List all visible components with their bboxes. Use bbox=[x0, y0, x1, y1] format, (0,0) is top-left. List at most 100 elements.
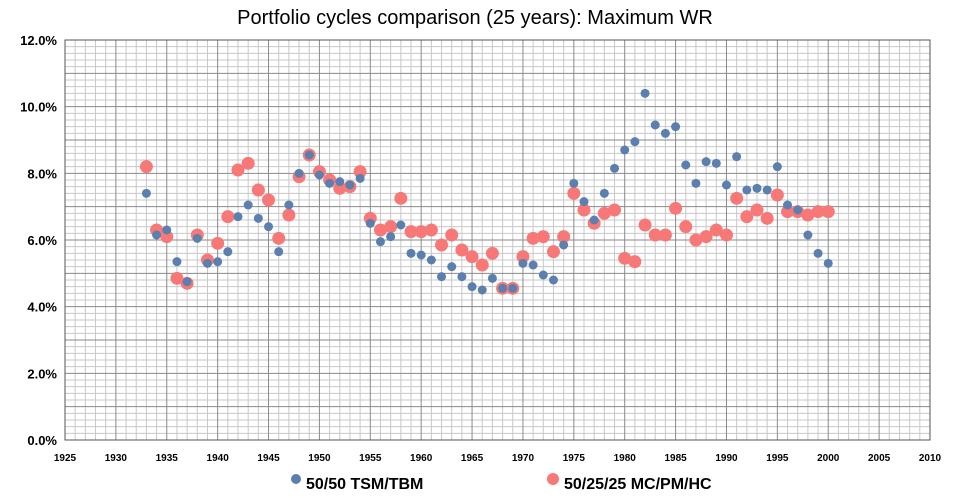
data-point bbox=[396, 220, 406, 230]
data-point bbox=[518, 258, 528, 268]
data-point bbox=[253, 213, 263, 223]
plot-area bbox=[64, 39, 931, 441]
data-point bbox=[447, 262, 457, 272]
data-point bbox=[567, 186, 581, 200]
y-axis-ticks: 0.0% 2.0% 4.0% 6.0% 8.0% 10.0% 12.0% bbox=[20, 33, 57, 448]
data-point bbox=[709, 223, 723, 237]
data-point bbox=[202, 258, 212, 268]
data-point bbox=[660, 128, 670, 138]
data-point bbox=[803, 230, 813, 240]
data-point bbox=[231, 163, 245, 177]
x-tick-label: 1965 bbox=[461, 453, 484, 464]
data-point bbox=[599, 188, 609, 198]
data-point bbox=[251, 183, 265, 197]
x-tick-label: 1960 bbox=[410, 453, 433, 464]
data-point bbox=[416, 250, 426, 260]
data-point bbox=[740, 210, 754, 224]
chart-title: Portfolio cycles comparison (25 years): … bbox=[237, 7, 713, 29]
x-tick-label: 1970 bbox=[512, 453, 535, 464]
data-point bbox=[732, 152, 742, 162]
data-point bbox=[141, 188, 151, 198]
data-point bbox=[373, 223, 387, 237]
data-point bbox=[426, 255, 436, 265]
data-point bbox=[284, 200, 294, 210]
data-point bbox=[770, 188, 784, 202]
data-point bbox=[699, 230, 713, 244]
data-point bbox=[424, 223, 438, 237]
data-point bbox=[597, 206, 611, 220]
x-tick-label: 1995 bbox=[766, 453, 789, 464]
x-tick-label: 1940 bbox=[207, 453, 230, 464]
data-point bbox=[528, 260, 538, 270]
data-point bbox=[546, 245, 560, 259]
x-tick-label: 1985 bbox=[664, 453, 687, 464]
y-tick-label: 0.0% bbox=[27, 433, 57, 448]
data-point bbox=[162, 225, 172, 235]
data-point bbox=[457, 272, 467, 282]
data-point bbox=[274, 247, 284, 257]
data-point bbox=[721, 180, 731, 190]
data-point bbox=[671, 122, 681, 132]
data-point bbox=[648, 228, 662, 242]
data-point bbox=[811, 205, 825, 219]
data-point bbox=[406, 248, 416, 258]
y-tick-label: 10.0% bbox=[20, 100, 57, 115]
data-point bbox=[719, 228, 733, 242]
data-point bbox=[781, 205, 795, 219]
data-point bbox=[559, 240, 569, 250]
y-tick-label: 2.0% bbox=[27, 366, 57, 381]
data-point bbox=[608, 203, 622, 217]
data-point bbox=[467, 282, 477, 292]
x-tick-label: 1925 bbox=[54, 453, 77, 464]
data-point bbox=[640, 88, 650, 98]
data-point bbox=[730, 191, 744, 205]
data-point bbox=[485, 246, 499, 260]
data-point bbox=[325, 178, 335, 188]
data-point bbox=[548, 275, 558, 285]
data-point bbox=[711, 158, 721, 168]
x-tick-label: 1980 bbox=[614, 453, 637, 464]
data-point bbox=[264, 222, 274, 232]
legend-label-tsm-tbm: 50/50 TSM/TBM bbox=[306, 476, 423, 493]
data-point bbox=[465, 250, 479, 264]
x-tick-label: 2000 bbox=[817, 453, 840, 464]
data-point bbox=[783, 200, 793, 210]
data-point bbox=[233, 212, 243, 222]
data-point bbox=[793, 205, 803, 215]
data-point bbox=[569, 178, 579, 188]
data-point bbox=[437, 272, 447, 282]
data-point bbox=[579, 197, 589, 207]
y-tick-label: 12.0% bbox=[20, 33, 57, 48]
data-point bbox=[760, 211, 774, 225]
data-point bbox=[650, 120, 660, 130]
data-point bbox=[762, 185, 772, 195]
data-point bbox=[192, 233, 202, 243]
data-point bbox=[386, 232, 396, 242]
data-point bbox=[314, 170, 324, 180]
data-point bbox=[365, 218, 375, 228]
data-point bbox=[538, 270, 548, 280]
data-point bbox=[658, 228, 672, 242]
data-point bbox=[477, 285, 487, 295]
data-point bbox=[679, 220, 693, 234]
data-point bbox=[455, 243, 469, 257]
data-point bbox=[213, 257, 223, 267]
data-point bbox=[282, 208, 296, 222]
data-point bbox=[691, 178, 701, 188]
data-point bbox=[589, 215, 599, 225]
x-tick-label: 1930 bbox=[105, 453, 128, 464]
data-point bbox=[304, 150, 314, 160]
data-point bbox=[445, 228, 459, 242]
data-point bbox=[750, 203, 764, 217]
data-point bbox=[823, 258, 833, 268]
data-point bbox=[742, 185, 752, 195]
data-point bbox=[211, 236, 225, 250]
data-point bbox=[630, 137, 640, 147]
legend-marker-tsm-tbm bbox=[291, 474, 301, 484]
data-point bbox=[384, 220, 398, 234]
series-layer bbox=[139, 88, 835, 295]
data-point bbox=[221, 210, 235, 224]
data-point bbox=[223, 247, 233, 257]
data-point bbox=[375, 237, 385, 247]
data-point bbox=[355, 173, 365, 183]
